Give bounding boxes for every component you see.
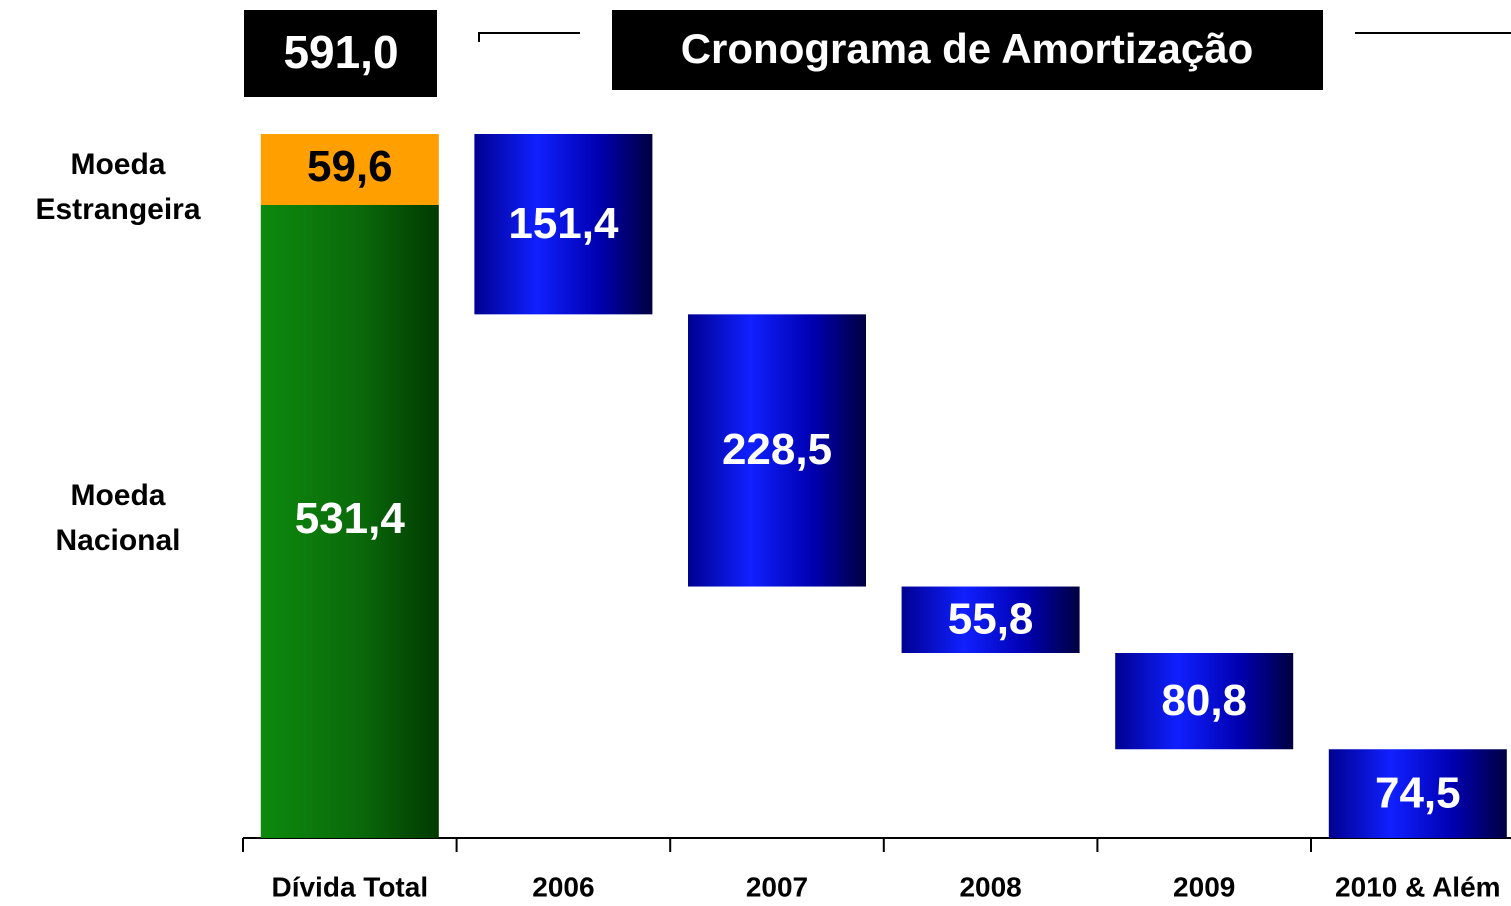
value-label: 74,5 [1375,768,1461,817]
value-label: 531,4 [295,494,406,543]
value-label: 80,8 [1161,676,1247,725]
value-label: 228,5 [722,425,832,474]
title-box [612,10,1323,90]
bracket [478,32,1511,42]
x-tick-label: Dívida Total [271,871,428,902]
bar-segment [260,134,439,205]
value-label: 151,4 [508,199,619,248]
x-tick-label: 2009 [1173,871,1235,902]
total-box [244,10,437,97]
bar [901,586,1080,654]
x-tick-label: 2006 [532,871,594,902]
x-tick-label: 2007 [746,871,808,902]
x-tick-label: 2010 & Além [1335,871,1501,902]
legend-label: Moeda Estrangeira [35,148,201,227]
chart-title: Cronograma de Amortização [681,25,1254,72]
bar [1328,749,1507,838]
value-label: 55,8 [948,594,1034,643]
bar [688,314,866,587]
bar-segment [260,204,439,838]
bar [1115,653,1294,750]
total-label: 591,0 [283,26,398,78]
value-label: 59,6 [307,142,393,191]
legend-label: Moeda Nacional [55,479,181,558]
bar [474,134,653,315]
x-tick-label: 2008 [959,871,1021,902]
